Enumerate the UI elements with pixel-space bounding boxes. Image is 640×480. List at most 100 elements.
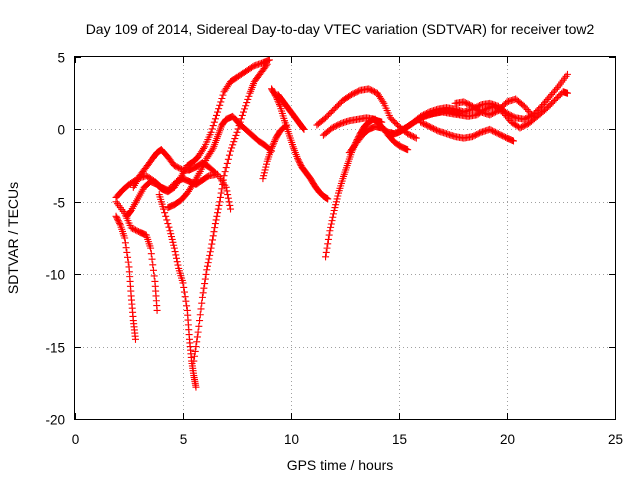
series-arc13 (313, 85, 420, 142)
data-point (263, 160, 271, 168)
data-point (194, 328, 202, 336)
data-point (199, 289, 207, 297)
data-point (209, 232, 217, 240)
data-point (225, 151, 233, 159)
data-point (203, 262, 211, 270)
x-tick-label: 20 (500, 432, 515, 447)
data-point (323, 244, 331, 252)
data-point (116, 220, 124, 228)
data-point (206, 248, 214, 256)
data-point (180, 283, 188, 291)
data-point (327, 223, 335, 231)
series-arc16 (386, 88, 571, 139)
data-point (332, 201, 340, 209)
data-point (208, 146, 216, 154)
data-point (213, 212, 221, 220)
data-point (327, 220, 335, 228)
data-point (197, 305, 205, 313)
data-point (179, 279, 187, 287)
data-point (124, 258, 132, 266)
data-point (238, 111, 246, 119)
data-point (527, 111, 535, 119)
data-point (114, 217, 122, 225)
y-tick-labels: -20 -15 -10 -5 0 5 (45, 51, 65, 428)
data-point (411, 133, 419, 141)
data-point (162, 212, 170, 220)
data-point (115, 218, 123, 226)
data-point (224, 194, 232, 202)
data-point (167, 230, 175, 238)
data-point (322, 253, 330, 261)
data-point (268, 144, 276, 152)
data-point (260, 172, 268, 180)
data-point (160, 205, 168, 213)
data-point (191, 347, 199, 355)
data-point (172, 251, 180, 259)
data-point (195, 322, 203, 330)
data-point (201, 280, 209, 288)
x-tick-label: 25 (608, 432, 623, 447)
series-arc4 (129, 146, 219, 191)
series-arc7 (190, 60, 271, 365)
data-point (210, 168, 218, 176)
series-arc17 (399, 70, 571, 133)
data-point (234, 125, 242, 133)
data-point (324, 235, 332, 243)
data-point (167, 233, 175, 241)
data-point (181, 293, 189, 301)
data-point (210, 118, 218, 126)
chart-title: Day 109 of 2014, Sidereal Day-to-day VTE… (86, 21, 595, 37)
series-arc6 (123, 56, 273, 220)
data-point (271, 136, 279, 144)
data-point (124, 253, 132, 261)
data-point (220, 172, 228, 180)
x-tick-label: 5 (180, 432, 188, 447)
data-point (211, 224, 219, 232)
series-arc9 (259, 121, 291, 183)
data-point (270, 139, 278, 147)
data-point (223, 187, 231, 195)
data-point (215, 105, 223, 113)
data-point (196, 317, 204, 325)
data-point (217, 189, 225, 197)
data-point (262, 163, 270, 171)
data-point (227, 147, 235, 155)
data-point (121, 234, 129, 242)
data-point (221, 168, 229, 176)
series-arc18 (417, 118, 517, 145)
data-point (200, 284, 208, 292)
data-point (329, 213, 337, 221)
data-point (563, 89, 571, 97)
data-point (260, 169, 268, 177)
data-point (261, 166, 269, 174)
data-point (333, 195, 341, 203)
data-point (293, 154, 301, 162)
data-point (334, 192, 342, 200)
y-tick-label: -20 (45, 413, 65, 428)
data-point (196, 311, 204, 319)
data-point (150, 272, 158, 280)
data-point (326, 227, 334, 235)
data-point (209, 236, 217, 244)
data-point (219, 176, 227, 184)
data-point (148, 255, 156, 263)
data-point (331, 204, 339, 212)
data-point (182, 297, 190, 305)
data-point (123, 248, 131, 256)
data-point (193, 333, 201, 341)
data-point (242, 102, 250, 110)
data-point (296, 160, 304, 168)
series-arc1 (112, 212, 139, 343)
data-point (229, 141, 237, 149)
series-arc19 (451, 95, 537, 120)
data-point (322, 248, 330, 256)
data-marks (112, 56, 571, 391)
data-point (205, 255, 213, 263)
data-point (295, 157, 303, 165)
data-point (112, 212, 120, 220)
data-point (222, 164, 230, 172)
data-point (189, 181, 197, 189)
data-point (230, 138, 238, 146)
data-point (553, 84, 561, 92)
data-point (207, 244, 215, 252)
